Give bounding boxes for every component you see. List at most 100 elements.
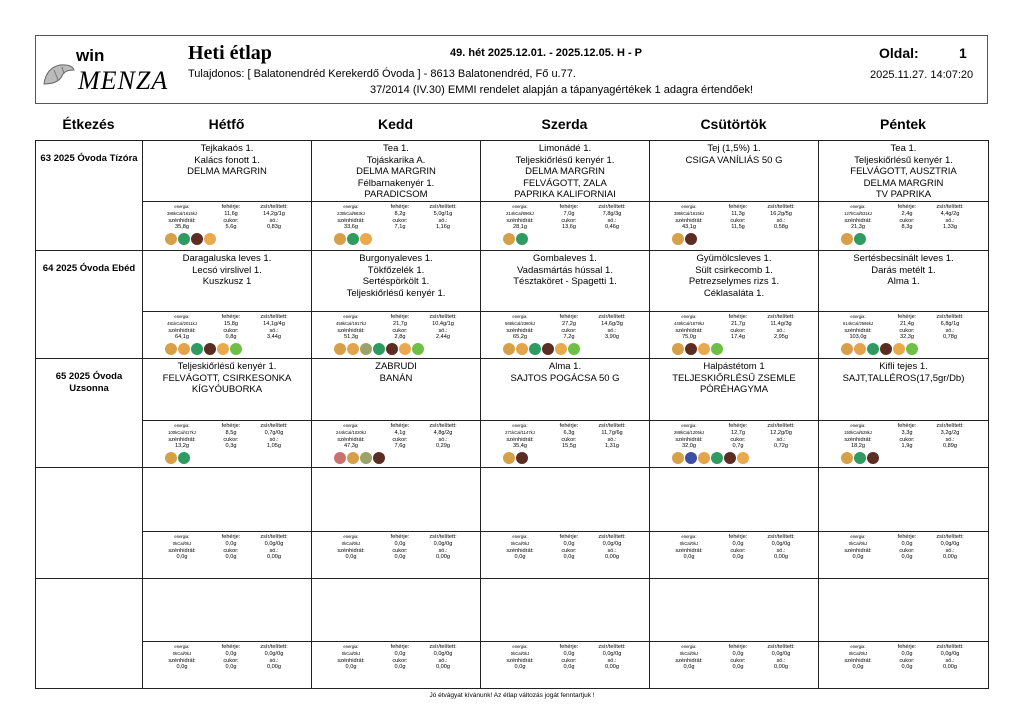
nutrition-value: 21,3g — [851, 224, 865, 231]
nutrition-value: 0,8g — [225, 334, 237, 341]
nutrition-label: cukor: — [392, 217, 408, 224]
allergen-icons — [165, 233, 311, 246]
nutrition-value: 7,1g — [394, 224, 406, 231]
nutrition-block: energia: fehérje: zsír/telített: 150kCal/62… — [819, 420, 988, 467]
nutrition-label: energia: — [681, 204, 697, 209]
menu-item: PÓRÉHAGYMA — [699, 384, 769, 395]
nutrition-label: energia: — [681, 314, 697, 319]
meal-cell: 65 2025 Óvoda Uzsonna — [35, 358, 143, 468]
gluten-allergen-icon — [841, 233, 853, 246]
nutrition-label: cukor: — [730, 217, 746, 224]
nutrition-value: 386kCal/1615kJ — [673, 210, 705, 216]
gluten-allergen-icon — [503, 452, 515, 465]
celery-allergen-icon — [854, 233, 866, 246]
nutrition-value: 0kCal/0kJ — [341, 540, 361, 546]
nutrition-label: energia: — [512, 314, 528, 319]
nutrition-value: 0,0g — [514, 554, 526, 561]
lupin-allergen-icon — [334, 452, 346, 465]
nutrition-block: energia: fehérje: zsír/telített: 244kCal/10… — [312, 420, 480, 467]
nutrition-value: 0,00g — [436, 664, 450, 671]
nutrition-grid: energia: fehérje: zsír/telített: 0kCal/0kJ 0… — [153, 534, 311, 561]
nutrition-label: fehérje: — [897, 534, 917, 540]
menu-cell: Halpástétom 1 TELJESKIŐRLÉSŰ ZSEMLE PÓRÉHA… — [649, 358, 819, 468]
allergen-icons — [165, 343, 311, 356]
nutrition-label: fehérje: — [221, 204, 241, 210]
milk-allergen-icon — [204, 233, 216, 246]
nutrition-grid: energia: fehérje: zsír/telített: 0kCal/0kJ 0… — [660, 534, 818, 561]
nutrition-label: só.: — [945, 327, 955, 334]
gluten-allergen-icon — [672, 452, 684, 465]
menu-items — [481, 579, 649, 581]
nutrition-label: zsír/telített: — [260, 314, 288, 320]
nutrition-value: 6,8g/1g — [940, 320, 960, 327]
nutrition-label: fehérje: — [390, 314, 410, 320]
egg-allergen-icon — [724, 452, 736, 465]
nutrition-value: 14,2g/1g — [263, 210, 285, 217]
nutrition-value: 3,2g/2g — [940, 429, 960, 436]
nutrition-value: 0,89g — [943, 443, 957, 450]
nutrition-block: energia: fehérje: zsír/telített: 568kCal/23… — [481, 311, 649, 358]
menu-item: Halpástétom 1 — [703, 361, 765, 372]
menu-item: Vadasmártás hússal 1. — [517, 264, 613, 276]
nutrition-value: 0,0g/0g — [940, 540, 960, 547]
nutrition-value: 0,00g — [943, 664, 957, 671]
allergen-icons — [672, 233, 818, 246]
nutrition-value: 0,0g — [394, 664, 406, 671]
owner-info: Tulajdonos: [ Balatonendréd Kerekerdő Óv… — [188, 68, 576, 80]
nutrition-label: fehérje: — [390, 204, 410, 210]
gluten-allergen-icon — [334, 233, 346, 246]
nutrition-value: 35,8g — [175, 224, 189, 231]
nutrition-label: só.: — [438, 657, 448, 664]
menu-item: Alma 1. — [548, 361, 582, 372]
nutrition-label: só.: — [776, 217, 786, 224]
nutrition-value: 0,0g — [852, 664, 864, 671]
nutrition-value: 13,2g — [175, 443, 189, 450]
nutrition-label: zsír/telített: — [429, 423, 457, 429]
celery-allergen-icon — [711, 452, 723, 465]
nutrition-label: só.: — [776, 657, 786, 664]
nutrition-value: 0,0g/0g — [264, 650, 284, 657]
menu-cell: Teljeskiőrlésű kenyér 1. FELVÁGOTT, CSIRK… — [142, 358, 312, 468]
nutrition-label: energia: — [512, 644, 528, 649]
egg-allergen-icon — [685, 233, 697, 246]
nutrition-label: szénhidrát: — [675, 436, 703, 443]
nutrition-label: cukor: — [392, 436, 408, 443]
gluten-allergen-icon — [165, 452, 177, 465]
nutrition-label: fehérje: — [897, 423, 917, 429]
nutrition-label: só.: — [945, 657, 955, 664]
nutrition-value: 0,0g — [394, 554, 406, 561]
menu-items — [819, 579, 988, 581]
nutrition-grid: energia: fehérje: zsír/telített: 0kCal/0kJ 0… — [153, 644, 311, 671]
nutrition-label: cukor: — [899, 657, 915, 664]
nutrition-value: 0,0g — [345, 664, 357, 671]
nutrition-value: 11,5g — [731, 224, 745, 231]
nutrition-value: 10,4g/1g — [432, 320, 454, 327]
menu-items — [650, 579, 818, 581]
nutrition-grid: energia: fehérje: zsír/telített: 386kCal/16… — [153, 204, 311, 231]
nutrition-label: zsír/telített: — [598, 314, 626, 320]
nutrition-block: energia: fehérje: zsír/telített: 614kCal/25… — [819, 311, 988, 358]
menu-item: Tea 1. — [383, 143, 409, 154]
nutrition-value: 0kCal/0kJ — [679, 540, 699, 546]
nutrition-value: 100kCal/417kJ — [168, 429, 196, 435]
menu-item: Burgonyaleves 1. — [359, 253, 433, 264]
nutrition-label: fehérje: — [221, 644, 241, 650]
nutrition-value: 0,0g/0g — [602, 540, 622, 547]
menu-cell: Limonádé 1. Teljeskiőrlésű kenyér 1. DELMA… — [480, 140, 650, 251]
nutrition-label: zsír/telített: — [767, 314, 795, 320]
nutrition-value: 6,3g — [563, 429, 575, 436]
menu-item: Gyümölcsleves 1. — [696, 253, 772, 264]
nutrition-value: 5,6g — [225, 224, 237, 231]
milk-allergen-icon — [555, 343, 567, 356]
sesame-allergen-icon — [347, 343, 359, 356]
nutrition-value: 127kCal/531kJ — [844, 210, 872, 216]
nutrition-label: só.: — [776, 327, 786, 334]
menu-item: Teljeskiőrlésű kenyér 1. — [177, 361, 277, 372]
nutrition-value: 1,16g — [436, 224, 450, 231]
nutrition-label: fehérje: — [221, 423, 241, 429]
nutrition-value: 0,00g — [267, 554, 281, 561]
nutrition-block: energia: fehérje: zsír/telített: 0kCal/0kJ 0… — [650, 531, 818, 578]
celery-allergen-icon — [178, 452, 190, 465]
nutrition-label: só.: — [269, 327, 279, 334]
nutrition-grid: energia: fehérje: zsír/telített: 459kCal/19… — [322, 314, 480, 341]
